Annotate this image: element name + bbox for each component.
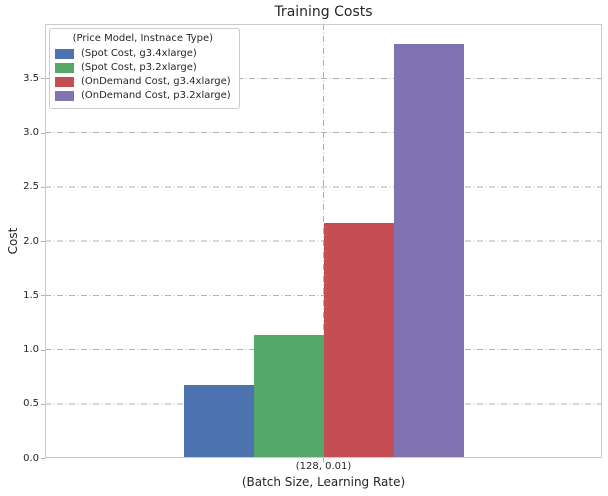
bar-series-0 xyxy=(183,385,254,458)
legend-label: (OnDemand Cost, g3.4xlarge) xyxy=(81,75,231,87)
legend-label: (OnDemand Cost, p3.2xlarge) xyxy=(81,89,231,101)
y-tick-mark xyxy=(41,186,45,188)
y-tick-label: 0.0 xyxy=(23,452,39,464)
y-tick-label: 1.0 xyxy=(23,344,39,355)
legend-entry: (Spot Cost, p3.2xlarge) xyxy=(55,61,231,75)
y-tick-mark xyxy=(41,241,45,242)
legend-entry: (OnDemand Cost, g3.4xlarge) xyxy=(55,75,231,89)
bar-series-3 xyxy=(393,43,464,458)
legend-swatch-icon xyxy=(55,62,74,73)
y-tick-label: 2.0 xyxy=(23,235,39,247)
x-axis-label: (Batch Size, Learning Rate) xyxy=(241,475,406,489)
legend-label: (Spot Cost, p3.2xlarge) xyxy=(81,61,197,73)
bar-series-1 xyxy=(253,335,324,458)
legend-title: (Price Model, Instnace Type) xyxy=(72,33,214,44)
plot-area: (Price Model, Instnace Type) (Spot Cost,… xyxy=(45,24,602,458)
legend-swatch-icon xyxy=(55,76,74,87)
y-tick-mark xyxy=(41,403,45,405)
y-tick-label: 3.0 xyxy=(23,127,39,138)
legend-label: (Spot Cost, g3.4xlarge) xyxy=(81,47,197,59)
y-tick-mark xyxy=(41,295,45,297)
legend-swatch-icon xyxy=(55,90,74,101)
legend-entry: (OnDemand Cost, p3.2xlarge) xyxy=(55,89,231,103)
y-tick-mark xyxy=(41,349,45,351)
y-tick-mark xyxy=(41,132,45,134)
legend: (Price Model, Instnace Type) (Spot Cost,… xyxy=(49,28,240,109)
legend-entry: (Spot Cost, g3.4xlarge) xyxy=(55,47,231,61)
y-tick-label: 1.5 xyxy=(23,289,39,301)
bar-series-2 xyxy=(323,222,394,458)
y-tick-mark xyxy=(41,458,45,459)
chart-title: Training Costs xyxy=(274,4,373,20)
y-tick-mark xyxy=(41,78,45,80)
y-tick-label: 2.5 xyxy=(23,181,39,193)
bars xyxy=(45,24,602,458)
x-tick-mark xyxy=(323,458,324,462)
y-tick-label: 0.5 xyxy=(23,398,39,410)
legend-swatch-icon xyxy=(55,48,74,59)
x-tick-label: (128, 0.01) xyxy=(295,461,352,472)
y-tick-label: 3.5 xyxy=(23,72,39,84)
legend-entries: (Spot Cost, g3.4xlarge) (Spot Cost, p3.2x… xyxy=(55,47,231,103)
